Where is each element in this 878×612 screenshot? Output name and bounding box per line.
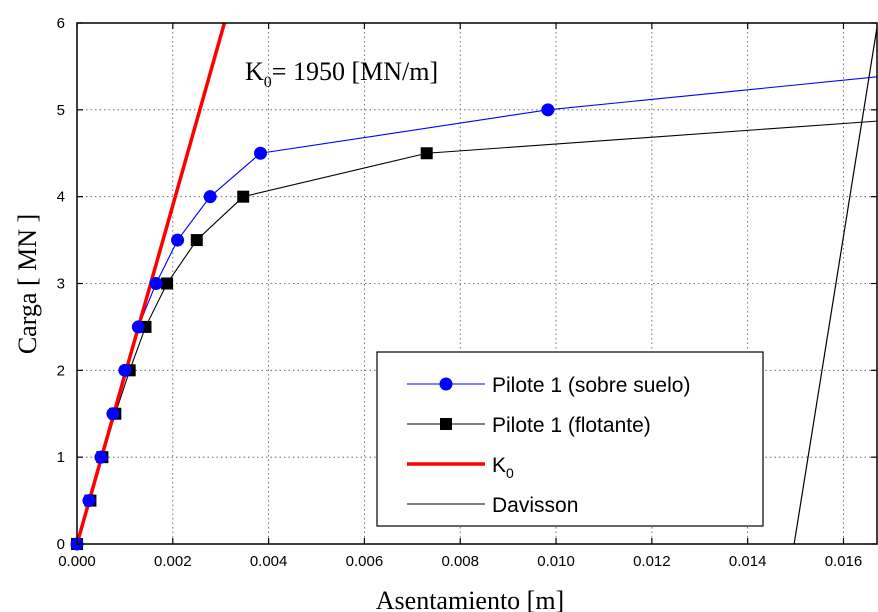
y-tick-label: 6 <box>57 15 65 32</box>
legend-items: Pilote 1 (sobre suelo) Pilote 1 (flotante… <box>407 374 690 517</box>
sobre-suelo-point <box>541 103 555 117</box>
legend-label: K0 <box>492 454 514 481</box>
x-tick-label: 0.008 <box>441 553 479 570</box>
y-tick-label: 0 <box>57 536 65 553</box>
legend-swatch-marker <box>440 418 452 430</box>
sobre-suelo-point <box>149 277 163 290</box>
x-axis-title: Asentamiento [m] <box>376 586 564 612</box>
flotante-point <box>237 190 250 203</box>
sobre-suelo-point <box>82 494 96 508</box>
y-tick-label: 3 <box>57 276 65 293</box>
legend-label: Pilote 1 (flotante) <box>492 414 651 437</box>
legend: Pilote 1 (sobre suelo) Pilote 1 (flotante… <box>376 351 764 527</box>
sobre-suelo-point <box>118 363 132 377</box>
legend-label: Davisson <box>492 494 578 517</box>
y-tick-label: 2 <box>57 362 65 379</box>
y-tick-label: 1 <box>57 449 65 466</box>
x-tick-label: 0.004 <box>250 553 288 570</box>
x-tick-label: 0.016 <box>825 553 863 570</box>
k0-annotation-prefix: K <box>245 57 264 86</box>
sobre-suelo-point <box>171 233 185 247</box>
y-tick-label: 4 <box>57 189 65 206</box>
sobre-suelo-point <box>203 190 217 204</box>
x-tick-label: 0.014 <box>729 553 767 570</box>
k0-annotation: K0= 1950 [MN/m] <box>245 57 438 91</box>
axis-ticks: 0.000 0.002 0.004 0.006 0.008 0.010 0.012 0.014… <box>57 15 877 570</box>
flotante-point <box>190 234 203 247</box>
series-layer <box>70 23 877 551</box>
x-tick-label: 0.006 <box>346 553 384 570</box>
y-axis-title: Carga [ MN ] <box>13 214 42 354</box>
y-tick-label: 5 <box>57 102 65 119</box>
sobre-suelo-point <box>253 146 267 160</box>
sobre-suelo-point <box>131 320 145 334</box>
x-tick-label: 0.000 <box>58 553 96 570</box>
legend-label: Pilote 1 (sobre suelo) <box>492 374 690 397</box>
sobre-suelo-point <box>94 450 108 464</box>
legend-swatch-marker <box>439 377 453 391</box>
x-tick-label: 0.002 <box>154 553 192 570</box>
flotante-point <box>161 277 174 290</box>
k0-annotation-suffix: = 1950 [MN/m] <box>272 57 438 86</box>
k0-annotation-subscript: 0 <box>264 74 272 91</box>
flotante-point <box>420 147 433 160</box>
x-tick-label: 0.010 <box>537 553 575 570</box>
sobre-suelo-point <box>106 407 120 421</box>
davisson-line <box>793 27 877 544</box>
x-tick-label: 0.012 <box>633 553 671 570</box>
